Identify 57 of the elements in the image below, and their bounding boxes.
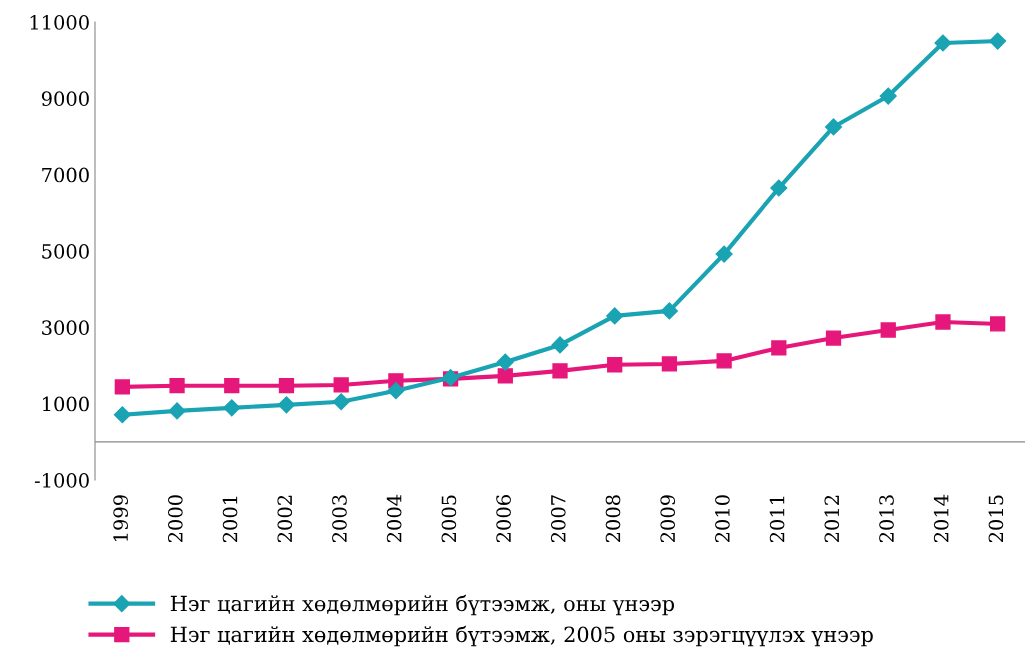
point bbox=[935, 314, 951, 330]
y-tick-label: 1000 bbox=[43, 396, 89, 412]
x-tick-label: 2009 bbox=[660, 495, 676, 543]
legend-label: Нэг цагийн хөдөлмөрийн бүтээмж, 2005 оны зэрэгцүүлэх үнээр bbox=[170, 625, 873, 647]
x-tick-label: 1999 bbox=[113, 495, 128, 541]
point bbox=[771, 340, 787, 356]
point bbox=[716, 353, 732, 369]
x-tick-label: 2006 bbox=[496, 495, 511, 543]
x-tick-label: 2002 bbox=[277, 495, 293, 543]
point bbox=[497, 368, 513, 384]
x-tick-label: 2008 bbox=[605, 495, 621, 543]
y-tick-label: 9000 bbox=[41, 91, 89, 106]
point bbox=[770, 179, 788, 197]
x-tick-label: 2005 bbox=[441, 495, 457, 543]
point bbox=[880, 322, 896, 338]
x-tick-label: 2007 bbox=[550, 495, 566, 543]
point bbox=[113, 406, 131, 424]
point bbox=[607, 357, 623, 373]
point bbox=[496, 353, 514, 371]
point bbox=[660, 302, 678, 320]
point bbox=[277, 396, 296, 414]
y-tick-label: 11000 bbox=[30, 14, 89, 30]
x-tick-label: 2013 bbox=[879, 495, 894, 543]
point bbox=[224, 378, 240, 394]
point bbox=[332, 393, 350, 411]
point bbox=[169, 378, 185, 394]
point bbox=[552, 363, 568, 379]
point bbox=[606, 307, 624, 325]
point bbox=[715, 245, 733, 263]
x-tick-label: 2011 bbox=[769, 496, 785, 543]
point bbox=[278, 378, 295, 394]
y-tick-label: 7000 bbox=[42, 167, 89, 183]
point bbox=[168, 402, 186, 420]
x-tick-label: 2014 bbox=[933, 494, 949, 543]
point bbox=[333, 377, 349, 393]
point bbox=[879, 87, 897, 105]
x-tick-label: 2010 bbox=[715, 495, 730, 543]
y-tick-label: -1000 bbox=[34, 472, 89, 488]
point bbox=[661, 356, 678, 372]
point bbox=[824, 118, 843, 136]
point bbox=[990, 316, 1006, 332]
point bbox=[989, 32, 1007, 50]
legend-label: Нэг цагийн хөдөлмөрийн бүтээмж, оны үнээр bbox=[170, 594, 675, 616]
point bbox=[223, 399, 241, 417]
point bbox=[387, 382, 405, 400]
y-tick-label: 5000 bbox=[42, 243, 89, 259]
x-tick-label: 2003 bbox=[332, 495, 347, 543]
y-tick-label: 3000 bbox=[42, 320, 89, 335]
point bbox=[114, 379, 130, 395]
x-tick-label: 2015 bbox=[988, 495, 1004, 543]
point bbox=[934, 34, 952, 52]
point bbox=[551, 336, 569, 354]
x-tick-label: 2001 bbox=[222, 496, 238, 543]
x-tick-label: 2000 bbox=[167, 495, 183, 543]
x-tick-label: 2004 bbox=[386, 494, 402, 543]
x-tick-label: 2012 bbox=[824, 495, 840, 543]
point bbox=[825, 330, 842, 346]
